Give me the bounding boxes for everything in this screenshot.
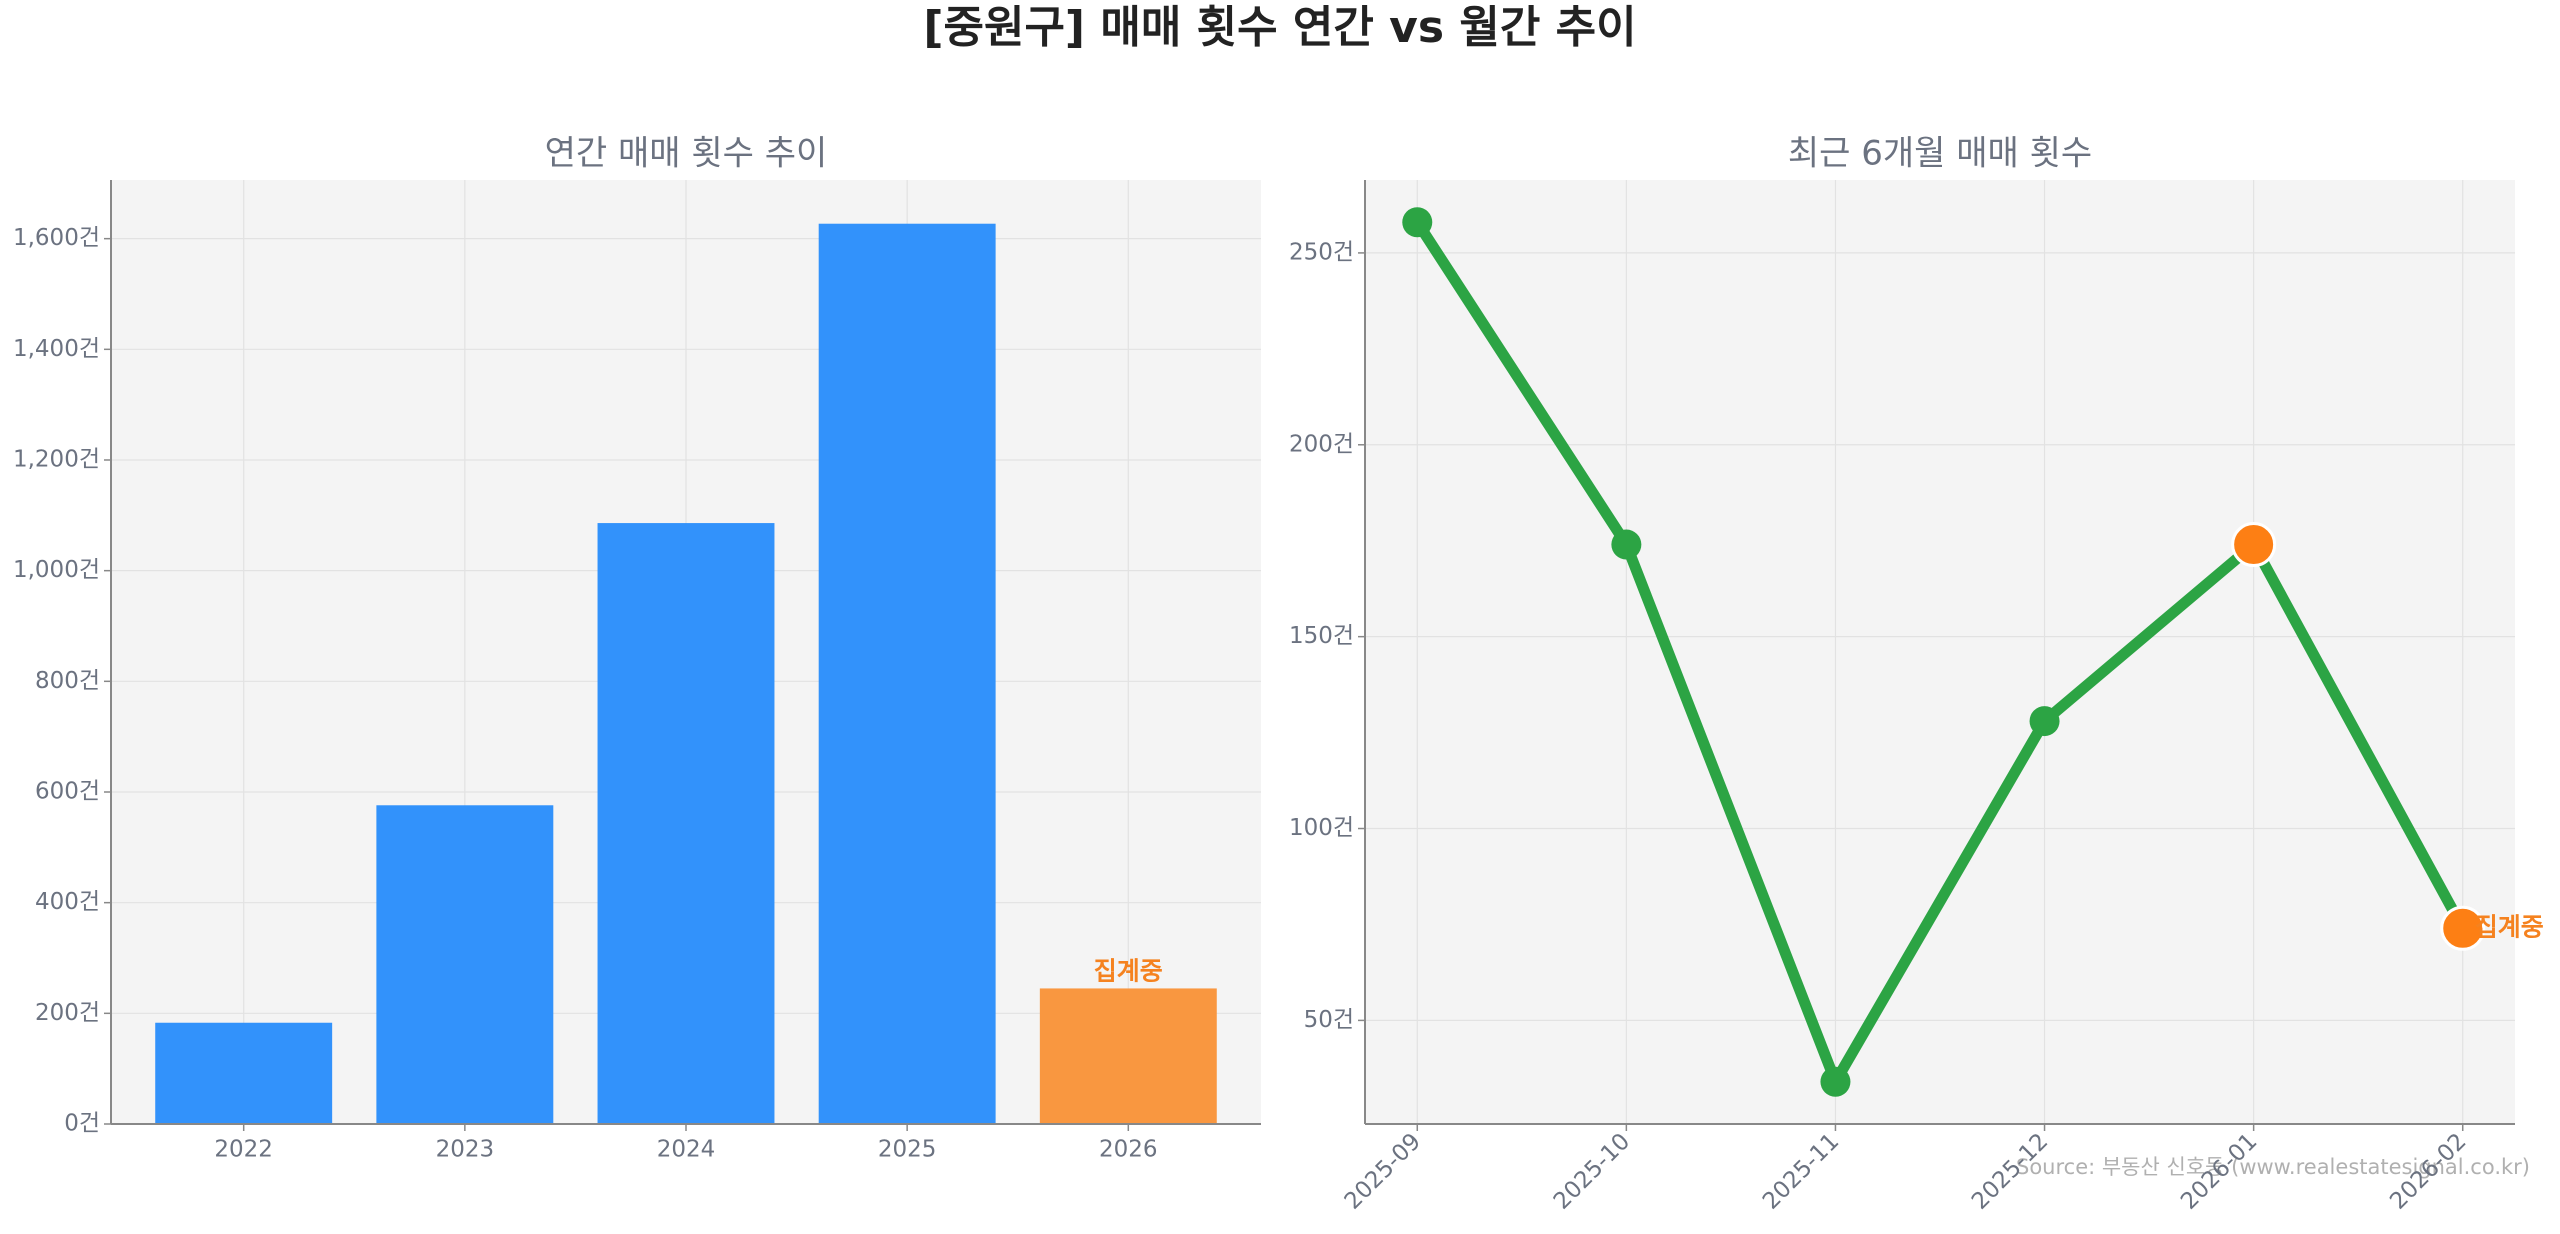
y-tick-label: 600건 (35, 778, 100, 804)
y-tick-label: 1,400건 (13, 336, 100, 362)
y-tick-label: 1,200건 (13, 446, 100, 472)
x-tick-label: 2026 (1099, 1137, 1158, 1163)
y-tick-label: 50건 (1304, 1007, 1354, 1033)
x-tick-label: 2023 (436, 1137, 495, 1163)
x-tick-label: 2022 (214, 1137, 273, 1163)
marker (1611, 529, 1642, 560)
marker (2231, 522, 2277, 568)
y-tick-label: 250건 (1289, 239, 1354, 265)
x-tick-label: 2025-11 (1758, 1128, 1844, 1214)
bar (1039, 988, 1217, 1124)
marker (1820, 1066, 1851, 1097)
y-tick-label: 400건 (35, 889, 100, 915)
y-tick-label: 0건 (64, 1111, 100, 1137)
bar (376, 805, 554, 1124)
y-tick-label: 200건 (1289, 431, 1354, 457)
bar (597, 523, 775, 1124)
source-note: Source: 부동산 신호등 (www.realestatesignal.co… (2016, 1155, 2530, 1179)
y-tick-label: 100건 (1289, 815, 1354, 841)
subplot-title: 연간 매매 횟수 추이 (545, 134, 828, 174)
marker (2029, 706, 2060, 737)
marker (2440, 905, 2486, 951)
y-tick-label: 200건 (35, 1000, 100, 1026)
bar (818, 223, 996, 1125)
plot-area (1365, 180, 2515, 1124)
line (1412, 219, 2468, 1088)
x-tick-label: 2024 (657, 1137, 716, 1163)
bar (155, 1022, 333, 1124)
annotation: 집계중 (1094, 956, 1163, 985)
y-tick-label: 150건 (1289, 623, 1354, 649)
annotation: 집계중 (2475, 912, 2544, 941)
y-tick-label: 1,000건 (13, 557, 100, 583)
subplot-title: 최근 6개월 매매 횟수 (1788, 134, 2092, 174)
y-tick-label: 800건 (35, 668, 100, 694)
x-tick-label: 2025-09 (1340, 1128, 1426, 1214)
x-tick-label: 2025-10 (1549, 1128, 1635, 1214)
marker (1402, 207, 1433, 238)
x-tick-label: 2025 (878, 1137, 937, 1163)
y-tick-label: 1,600건 (13, 225, 100, 251)
figure-title: [중원구] 매매 횟수 연간 vs 월간 추이 (923, 2, 1636, 53)
